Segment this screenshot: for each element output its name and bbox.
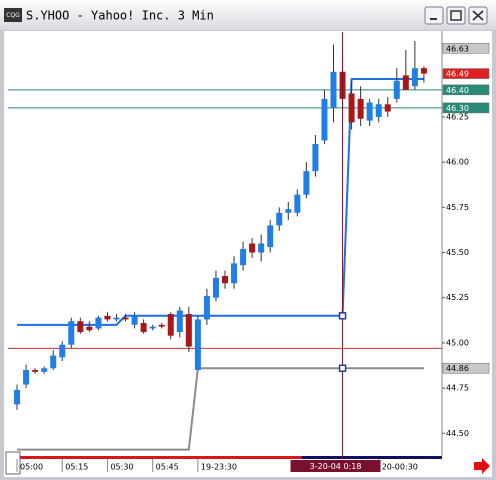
x-tick-label: 20-00:30 — [382, 463, 418, 472]
candle-body — [249, 243, 256, 253]
candle-body — [393, 80, 400, 99]
candle-body — [267, 225, 274, 248]
x-tick-label: 05:45 — [156, 463, 179, 472]
y-tick-label: 46.25 — [446, 112, 469, 121]
candle-body — [86, 326, 93, 331]
price-label: 46.63 — [446, 44, 469, 53]
x-tick-label: 05:15 — [65, 463, 88, 472]
candle-body — [258, 243, 265, 253]
price-label-box — [442, 84, 490, 96]
app-icon — [4, 8, 22, 22]
price-label: 46.49 — [446, 70, 469, 79]
candle-body — [294, 194, 301, 213]
candle-body — [303, 171, 310, 195]
price-label: 44.86 — [446, 364, 469, 373]
x-tick-label: 05:30 — [110, 463, 133, 472]
candle-body — [348, 93, 355, 123]
candle-body — [23, 370, 30, 385]
y-tick-label: 45.25 — [446, 293, 469, 302]
price-label: 46.30 — [446, 104, 469, 113]
candle-body — [366, 102, 373, 121]
chart-area — [4, 31, 492, 477]
candle-body — [113, 317, 120, 320]
candle-body — [122, 317, 129, 320]
candle-body — [321, 98, 328, 141]
candle-body — [212, 277, 219, 298]
y-tick-label: 44.75 — [446, 384, 469, 393]
scroll-right-arrow[interactable] — [474, 458, 490, 474]
indicator-line — [17, 78, 424, 326]
close-icon — [472, 10, 484, 21]
candle-body — [185, 314, 192, 347]
candle-body — [375, 104, 382, 117]
x-tick-label: 05:00 — [20, 463, 43, 472]
candle-body — [194, 319, 201, 371]
y-tick-label: 44.50 — [446, 429, 469, 438]
candle-body — [77, 321, 84, 333]
time-scroll-bar — [6, 456, 302, 459]
maximize-icon — [450, 10, 462, 21]
cursor-marker — [338, 312, 347, 320]
candle-body — [176, 310, 183, 333]
candle-body — [50, 355, 57, 369]
price-label-box — [442, 102, 490, 114]
candle-body — [131, 315, 138, 325]
candle-body — [32, 370, 39, 372]
candle-body — [104, 315, 111, 320]
y-tick-label: 45.75 — [446, 203, 469, 212]
cursor-label: 3-20-04 0:18 — [310, 462, 362, 471]
candle-body — [95, 317, 102, 329]
price-label-box — [442, 362, 490, 374]
candle-body — [140, 323, 147, 333]
indicator-line — [17, 367, 424, 451]
window-title: S.YHOO - Yahoo! Inc. 3 Min — [26, 9, 214, 23]
candle-body — [357, 98, 364, 119]
candle-body — [203, 295, 210, 320]
candle-body — [402, 75, 409, 90]
app-icon-text: CQG — [6, 12, 20, 19]
maximize-button[interactable] — [446, 6, 466, 25]
candle-body — [14, 389, 21, 405]
candle-body — [167, 314, 174, 336]
cursor-label-box — [290, 460, 381, 472]
candle-body — [222, 276, 228, 284]
candle-body — [41, 368, 48, 372]
y-tick-label: 45.50 — [446, 248, 469, 257]
candle-body — [68, 321, 75, 345]
candle-body — [384, 104, 391, 112]
candle-body — [240, 248, 247, 266]
candle-body — [312, 144, 319, 172]
title-bar — [0, 0, 496, 30]
minimize-button[interactable] — [424, 6, 444, 25]
candle-body — [231, 263, 238, 284]
price-label: 46.40 — [446, 86, 469, 95]
candle-body — [285, 209, 292, 213]
candle-body — [149, 326, 156, 329]
price-label-box — [442, 68, 490, 79]
candle-body — [276, 212, 283, 226]
candle-body — [330, 71, 337, 108]
y-tick-label: 46.00 — [446, 158, 469, 167]
candle-body — [420, 68, 427, 74]
scroll-handle[interactable] — [5, 451, 21, 475]
candle-body — [411, 68, 418, 87]
y-tick-label: 45.00 — [446, 338, 469, 347]
price-label-box — [442, 43, 490, 54]
candle-body — [158, 324, 165, 327]
candle-body — [59, 344, 66, 358]
cursor-marker — [338, 364, 347, 372]
time-scroll-bar — [302, 456, 442, 459]
x-tick-label: 19-23:30 — [201, 463, 237, 472]
